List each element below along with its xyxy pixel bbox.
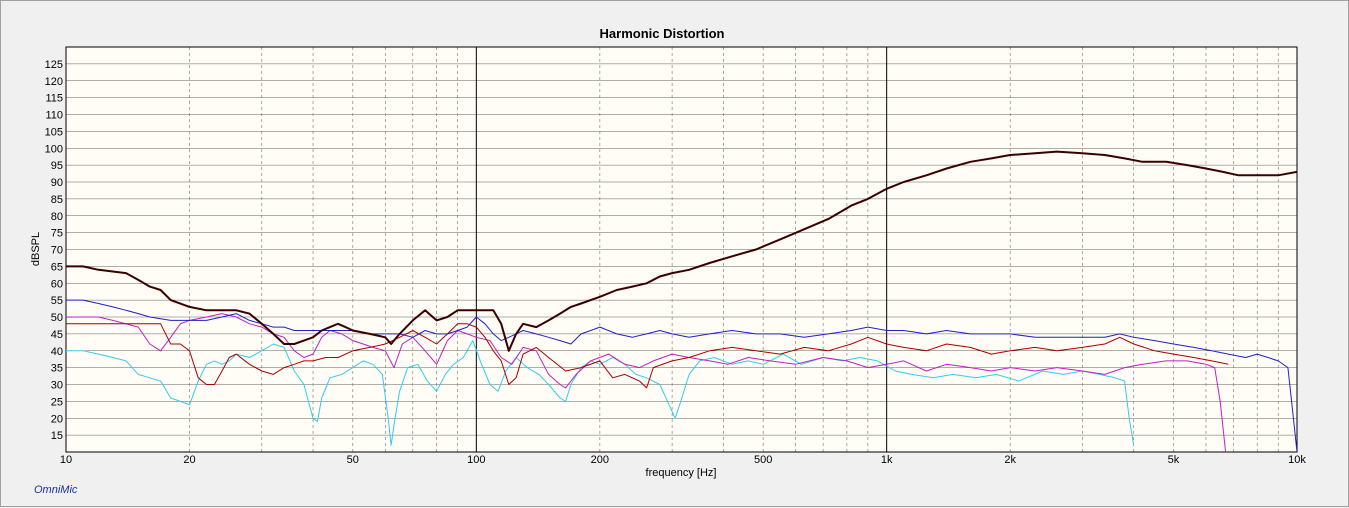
x-tick-label: 50 [347, 454, 359, 466]
y-tick-label: 30 [51, 380, 63, 392]
y-tick-label: 95 [51, 160, 63, 172]
y-tick-label: 65 [51, 261, 63, 273]
y-axis-label: dBSPL [30, 232, 42, 266]
x-tick-label: 1k [881, 454, 893, 466]
y-tick-label: 35 [51, 363, 63, 375]
y-tick-label: 110 [45, 110, 63, 122]
y-tick-label: 105 [45, 126, 63, 138]
x-axis-label: frequency [Hz] [646, 467, 717, 479]
y-tick-label: 125 [45, 59, 63, 71]
y-tick-label: 20 [51, 413, 63, 425]
series-line [66, 340, 1135, 446]
y-tick-label: 115 [45, 93, 63, 105]
y-tick-label: 55 [51, 295, 63, 307]
plot-area: 1520253035404550556065707580859095100105… [45, 46, 1306, 466]
y-tick-label: 45 [51, 329, 63, 341]
plot-border [65, 46, 1298, 453]
x-tick-label: 10k [1288, 454, 1306, 466]
x-tick-label: 5k [1168, 454, 1180, 466]
series-line [66, 313, 1227, 452]
series-line [66, 150, 1297, 352]
x-tick-label: 2k [1004, 454, 1016, 466]
y-tick-label: 70 [51, 245, 63, 257]
y-tick-label: 120 [45, 76, 63, 88]
y-tick-label: 50 [51, 312, 63, 324]
y-tick-label: 60 [51, 278, 63, 290]
x-tick-label: 20 [183, 454, 195, 466]
y-tick-label: 80 [51, 211, 63, 223]
series-line [66, 323, 1229, 389]
x-tick-label: 100 [467, 454, 485, 466]
chart-title: Harmonic Distortion [600, 26, 725, 41]
x-tick-label: 500 [754, 454, 772, 466]
y-tick-label: 85 [51, 194, 63, 206]
x-tick-label: 10 [60, 454, 72, 466]
y-tick-label: 75 [51, 228, 63, 240]
x-tick-label: 200 [591, 454, 609, 466]
series-line [66, 299, 1297, 452]
y-tick-label: 15 [51, 430, 63, 442]
y-tick-label: 25 [51, 396, 63, 408]
y-tick-label: 40 [51, 346, 63, 358]
y-tick-label: 90 [51, 177, 63, 189]
brand-label: OmniMic [34, 484, 78, 496]
y-tick-label: 100 [45, 143, 63, 155]
